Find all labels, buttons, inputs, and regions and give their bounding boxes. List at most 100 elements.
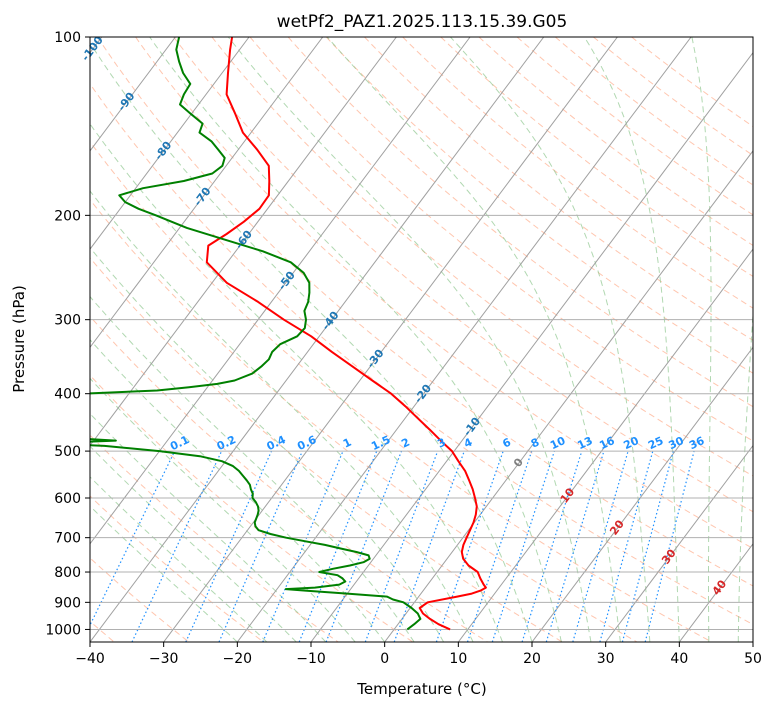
isotherm bbox=[90, 37, 471, 545]
dry-adiabat bbox=[440, 37, 753, 277]
isotherm-label: -40 bbox=[319, 309, 342, 333]
y-tick-label: 400 bbox=[54, 387, 81, 403]
y-tick-label: 1000 bbox=[45, 622, 81, 638]
moist-adiabat bbox=[90, 42, 533, 642]
mixing-ratio-label: 13 bbox=[575, 434, 594, 452]
pressure-grid bbox=[90, 37, 753, 630]
isotherm-label: 20 bbox=[607, 517, 627, 537]
dry-adiabat bbox=[211, 37, 753, 477]
y-tick-label: 100 bbox=[54, 30, 81, 46]
chart-title: wetPf2_PAZ1.2025.113.15.39.G05 bbox=[277, 12, 568, 32]
isotherm-label: -70 bbox=[191, 185, 214, 209]
dry-adiabat bbox=[478, 37, 753, 247]
y-axis-title: Pressure (hPa) bbox=[10, 285, 28, 393]
dry-adiabat bbox=[90, 257, 563, 642]
isotherm bbox=[752, 641, 753, 642]
moist-adiabat bbox=[450, 37, 651, 642]
moist-adiabat bbox=[583, 37, 680, 642]
mixing-ratio-line bbox=[545, 450, 605, 642]
moist-adiabat bbox=[90, 339, 386, 642]
x-axis-title: Temperature (°C) bbox=[356, 680, 486, 698]
moist-adiabat bbox=[90, 445, 297, 642]
isotherm bbox=[90, 37, 397, 447]
y-tick-label: 300 bbox=[54, 313, 81, 329]
dry-adiabat bbox=[90, 83, 753, 626]
mixing-ratio-label: 0.4 bbox=[265, 433, 288, 453]
mixing-ratio-line bbox=[644, 450, 695, 642]
x-tick-label: 20 bbox=[523, 651, 541, 667]
isotherm bbox=[310, 51, 753, 642]
isotherm-label: 40 bbox=[710, 577, 730, 597]
moist-adiabat bbox=[90, 377, 356, 642]
dry-adiabat bbox=[287, 37, 753, 408]
y-tick-label: 900 bbox=[54, 595, 81, 611]
mixing-ratio-line bbox=[393, 450, 465, 642]
moist-adiabat bbox=[227, 37, 592, 642]
annotations: -100-90-80-70-60-50-40-30-20-10010203040… bbox=[79, 34, 729, 598]
temperature-line bbox=[205, 37, 487, 631]
dry-adiabat bbox=[173, 37, 753, 513]
y-tick-label: 500 bbox=[54, 444, 81, 460]
mixing-ratio-line bbox=[262, 450, 344, 642]
mixing-ratio-label: 25 bbox=[646, 434, 665, 452]
dry-adiabat bbox=[90, 374, 414, 642]
isotherm bbox=[90, 37, 324, 349]
mixing-ratio-line bbox=[185, 450, 273, 642]
dry-adiabat bbox=[90, 141, 712, 642]
dry-adiabat bbox=[402, 37, 753, 309]
y-tick-label: 700 bbox=[54, 531, 81, 547]
moist-adiabat bbox=[737, 306, 753, 642]
dry-adiabat bbox=[90, 198, 638, 642]
mixing-ratio-label: 10 bbox=[548, 434, 568, 452]
mixing-ratio-label: 2 bbox=[399, 436, 411, 451]
isotherm bbox=[236, 37, 692, 642]
profiles bbox=[90, 37, 487, 631]
x-tick-label: 40 bbox=[670, 651, 688, 667]
plot-frame bbox=[89, 36, 754, 643]
moist-adiabat bbox=[90, 412, 327, 642]
isotherm-label: -50 bbox=[276, 269, 299, 293]
mixing-ratio-line bbox=[621, 450, 674, 642]
moist-adiabat bbox=[149, 37, 562, 642]
mixing-ratio-label: 6 bbox=[501, 435, 514, 450]
x-tick-label: 50 bbox=[744, 651, 762, 667]
moist-adiabat bbox=[90, 476, 268, 642]
isotherm bbox=[531, 346, 753, 642]
isotherm-label: -100 bbox=[79, 34, 106, 64]
x-tick-label: 0 bbox=[380, 651, 389, 667]
isotherm bbox=[384, 150, 753, 642]
isotherm bbox=[678, 542, 753, 642]
dry-adiabat bbox=[90, 315, 488, 642]
x-tick-label: −30 bbox=[149, 651, 179, 667]
mixing-ratio-line bbox=[90, 450, 176, 627]
mixing-ratio-label: 36 bbox=[687, 434, 707, 452]
mixing-ratio-line bbox=[435, 450, 504, 642]
mixing-ratio-label: 30 bbox=[667, 434, 687, 452]
mixing-ratio-label: 0.6 bbox=[295, 433, 318, 453]
axis-ticks: −40 −30 −20 −10 0 10 20 30 40 5010020030040050060… bbox=[45, 30, 762, 667]
mixing-ratio-line bbox=[491, 450, 555, 642]
isotherm-label: -90 bbox=[115, 90, 138, 114]
mixing-ratio-line bbox=[131, 450, 223, 642]
mixing-ratio-line bbox=[218, 450, 303, 642]
dry-adiabat bbox=[325, 37, 753, 374]
mixing-ratio-line bbox=[521, 450, 583, 642]
isotherm-label: -80 bbox=[152, 139, 175, 163]
mixing-ratio-line bbox=[572, 450, 629, 642]
dry-adiabat bbox=[554, 37, 753, 186]
isotherm bbox=[90, 37, 176, 152]
mixing-ratio-line bbox=[599, 450, 654, 642]
mixing-ratio-label: 3 bbox=[435, 436, 447, 451]
moist-adiabat bbox=[691, 37, 712, 642]
dry-adiabat bbox=[90, 495, 264, 642]
mixing-ratio-label: 0.1 bbox=[168, 433, 191, 453]
isotherm bbox=[163, 37, 618, 642]
moist-adiabat bbox=[90, 123, 503, 642]
x-tick-label: −40 bbox=[75, 651, 105, 667]
isotherm-label: -10 bbox=[461, 415, 484, 439]
x-tick-label: 10 bbox=[449, 651, 467, 667]
x-tick-label: −20 bbox=[223, 651, 253, 667]
mixing-ratio-label: 1 bbox=[341, 436, 353, 451]
mixing-ratio-label: 20 bbox=[622, 434, 642, 452]
